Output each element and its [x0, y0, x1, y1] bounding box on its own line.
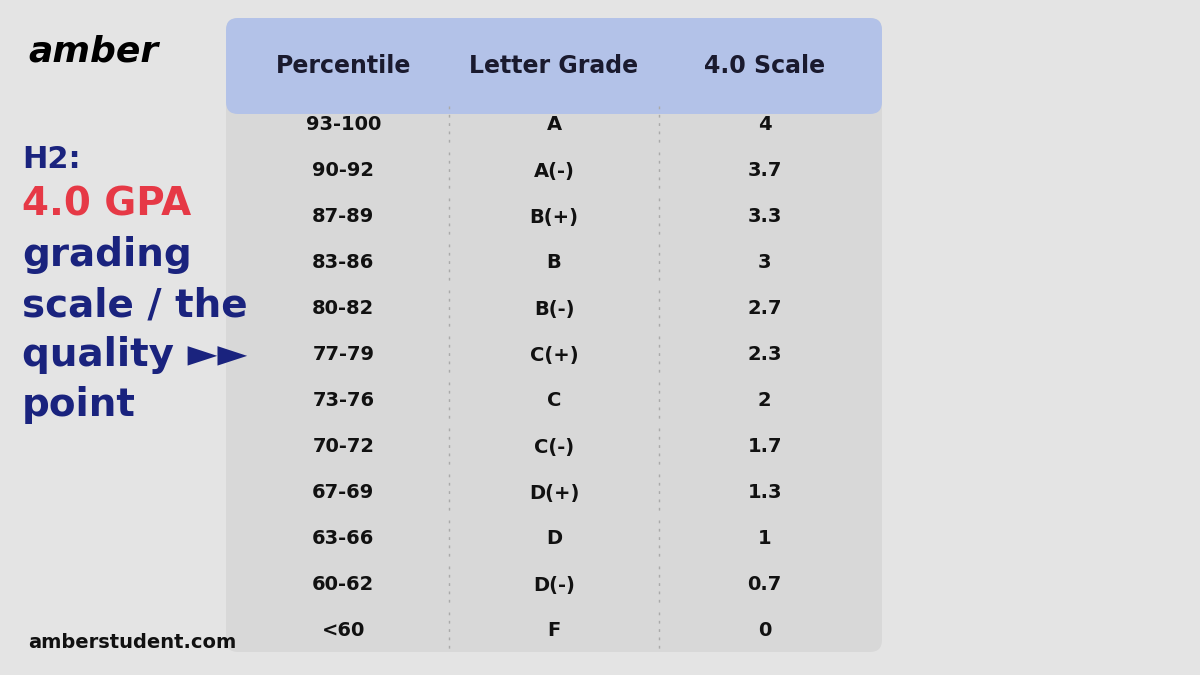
- Text: 63-66: 63-66: [312, 529, 374, 549]
- Bar: [238, 101, 870, 406]
- Text: 2: 2: [758, 392, 772, 410]
- Text: 67-69: 67-69: [312, 483, 374, 502]
- Text: F: F: [547, 622, 560, 641]
- Text: 1: 1: [758, 529, 772, 549]
- Text: 2.7: 2.7: [748, 300, 782, 319]
- Text: B: B: [547, 254, 562, 273]
- Text: 0: 0: [758, 622, 772, 641]
- Text: H2:: H2:: [22, 146, 80, 175]
- Text: A(-): A(-): [534, 161, 575, 180]
- Text: <60: <60: [322, 622, 365, 641]
- Text: quality ►►: quality ►►: [22, 336, 247, 374]
- FancyBboxPatch shape: [226, 18, 882, 114]
- Text: 83-86: 83-86: [312, 254, 374, 273]
- Text: Letter Grade: Letter Grade: [469, 54, 638, 78]
- Text: point: point: [22, 386, 136, 424]
- Text: amberstudent.com: amberstudent.com: [28, 634, 236, 653]
- Text: 4.0 GPA: 4.0 GPA: [22, 186, 191, 224]
- Text: 4.0 Scale: 4.0 Scale: [704, 54, 826, 78]
- Text: 2.3: 2.3: [748, 346, 782, 365]
- Text: C(-): C(-): [534, 437, 574, 456]
- Text: 70-72: 70-72: [312, 437, 374, 456]
- Text: 4: 4: [758, 115, 772, 134]
- Text: 3: 3: [758, 254, 772, 273]
- Text: 3.7: 3.7: [748, 161, 782, 180]
- Text: D(+): D(+): [529, 483, 580, 502]
- Text: 1.7: 1.7: [748, 437, 782, 456]
- Text: 60-62: 60-62: [312, 576, 374, 595]
- Text: 1.3: 1.3: [748, 483, 782, 502]
- Text: Percentile: Percentile: [276, 54, 412, 78]
- Text: B(+): B(+): [529, 207, 578, 227]
- Text: C(+): C(+): [529, 346, 578, 365]
- Text: grading: grading: [22, 236, 192, 274]
- Text: 3.3: 3.3: [748, 207, 782, 227]
- Text: D(-): D(-): [533, 576, 575, 595]
- Text: amber: amber: [28, 35, 158, 69]
- Text: 0.7: 0.7: [748, 576, 781, 595]
- Text: 93-100: 93-100: [306, 115, 382, 134]
- Text: 80-82: 80-82: [312, 300, 374, 319]
- Text: 87-89: 87-89: [312, 207, 374, 227]
- Text: B(-): B(-): [534, 300, 575, 319]
- Text: 77-79: 77-79: [312, 346, 374, 365]
- Bar: [238, 66, 870, 104]
- Text: C: C: [547, 392, 562, 410]
- Text: D: D: [546, 529, 562, 549]
- Text: 73-76: 73-76: [312, 392, 374, 410]
- Text: A: A: [546, 115, 562, 134]
- Text: 90-92: 90-92: [312, 161, 374, 180]
- FancyBboxPatch shape: [226, 18, 882, 652]
- Text: scale / the: scale / the: [22, 286, 247, 324]
